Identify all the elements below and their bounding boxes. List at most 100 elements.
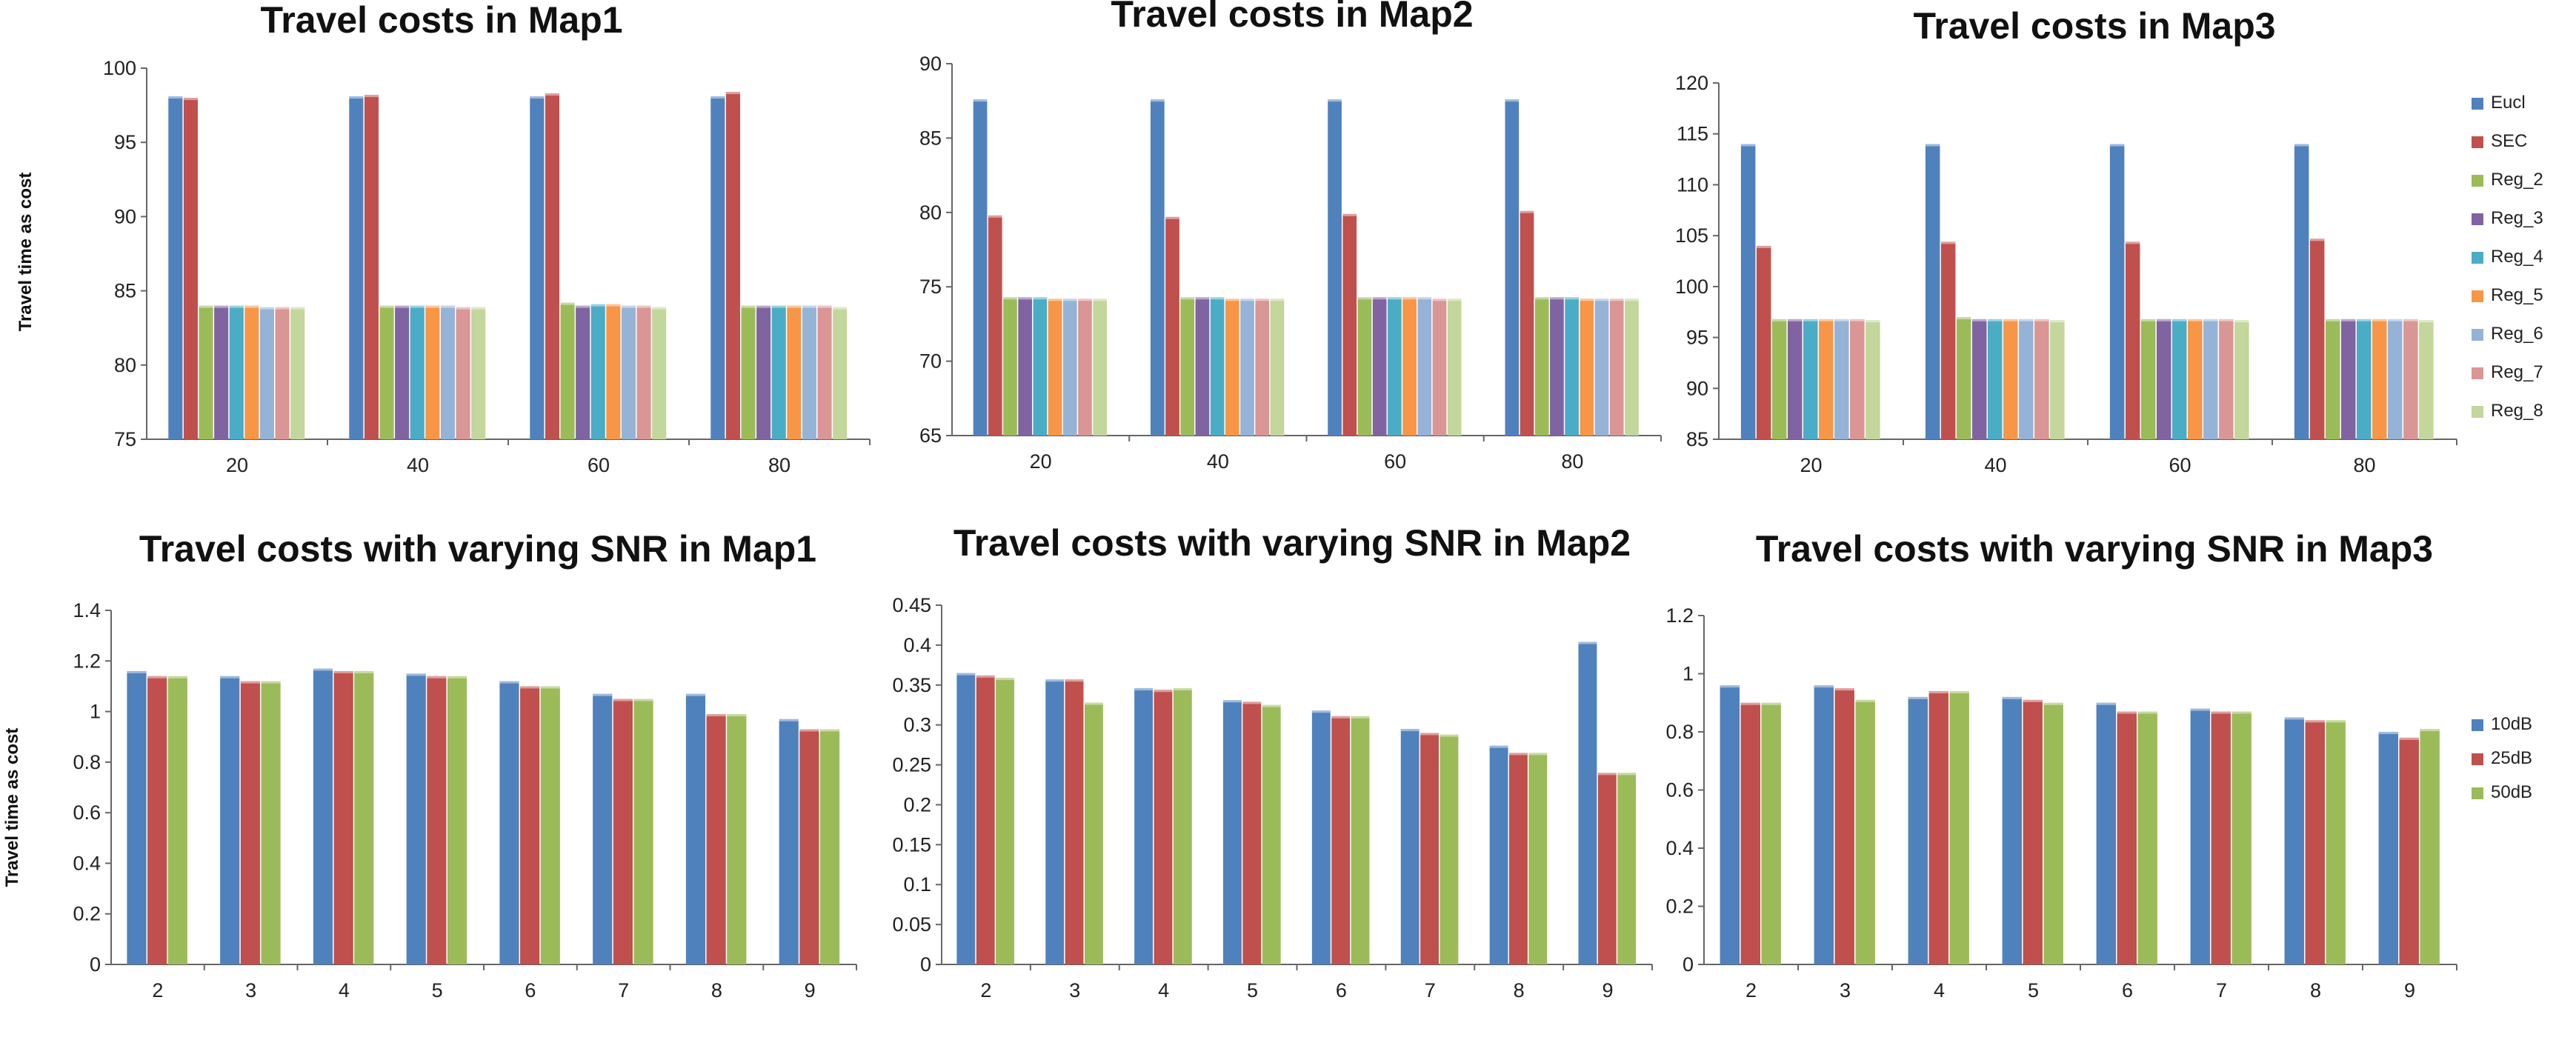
bar-reg-2-60 xyxy=(1357,297,1372,436)
bar-10db-2 xyxy=(956,673,976,964)
bar-10db-2 xyxy=(1720,685,1740,964)
x-tick-label: 3 xyxy=(1069,979,1080,1001)
bar-highlight xyxy=(1787,319,1803,321)
y-tick-label: 1 xyxy=(90,701,101,723)
bar-highlight xyxy=(1956,317,1971,320)
bar-highlight xyxy=(2234,320,2249,323)
y-axis-label-top: Travel time as cost xyxy=(16,173,36,332)
bar-highlight xyxy=(1400,729,1420,732)
bar-highlight xyxy=(1210,297,1225,300)
bar-10db-9 xyxy=(2378,732,2399,964)
y-tick-label: 0.8 xyxy=(1665,721,1694,743)
bar-highlight xyxy=(1949,691,1969,694)
bar-25db-6 xyxy=(520,686,540,964)
legend-label-reg-2: Reg_2 xyxy=(2491,170,2543,190)
bar-reg-5-60 xyxy=(2188,319,2203,439)
bar-10db-6 xyxy=(1311,710,1331,964)
bar-highlight xyxy=(2356,319,2372,321)
bar-highlight xyxy=(2388,319,2403,321)
bar-highlight xyxy=(1242,701,1262,704)
legend-top: Eucl SEC Reg_2 Reg_3 Reg_4 Reg_5 Reg_6 Reg_7 Reg… xyxy=(2472,93,2543,421)
bar-50db-7 xyxy=(2231,711,2251,964)
bar-reg-7-60 xyxy=(2219,319,2234,439)
bar-25db-3 xyxy=(1834,688,1854,965)
panel-map2: Travel costs in Map2 65 70 75 80 85 90 20 40 60 8… xyxy=(919,0,1662,473)
x-tick-label: 4 xyxy=(1158,979,1169,1001)
bar-sec-80 xyxy=(1520,210,1534,436)
bar-highlight xyxy=(1594,299,1609,301)
bar-highlight xyxy=(1625,299,1639,301)
bar-highlight xyxy=(471,307,486,310)
bar-highlight xyxy=(1045,679,1065,682)
bar-highlight xyxy=(560,302,575,305)
bar-highlight xyxy=(1528,753,1548,756)
panel-map3: Travel costs in Map3 85 90 95 100 105 110 115 1… xyxy=(1675,5,2457,476)
bar-highlight xyxy=(333,670,353,673)
bar-50db-7 xyxy=(1440,734,1459,964)
bar-highlight xyxy=(727,713,747,716)
bar-highlight xyxy=(1154,690,1173,693)
bar-highlight xyxy=(456,307,470,310)
bar-50db-3 xyxy=(261,681,281,964)
bar-highlight xyxy=(2305,720,2325,723)
chart-title-map1: Travel costs in Map1 xyxy=(260,0,622,41)
bar-reg-7-60 xyxy=(1432,299,1447,436)
bar-10db-3 xyxy=(220,676,240,964)
y-tick-label: 1.2 xyxy=(1665,604,1694,627)
bar-highlight xyxy=(1803,319,1818,321)
legend-label-reg-5: Reg_5 xyxy=(2491,285,2543,305)
bar-highlight xyxy=(1928,691,1948,694)
x-tick-label: 8 xyxy=(711,979,722,1001)
bar-reg-3-20 xyxy=(1018,297,1033,436)
bar-sec-20 xyxy=(1756,245,1771,439)
bar-highlight xyxy=(633,699,653,701)
bar-10db-7 xyxy=(1400,729,1420,964)
bar-highlight xyxy=(833,307,848,310)
bar-reg-2-60 xyxy=(560,302,575,439)
y-tick-label: 85 xyxy=(919,127,942,149)
bar-highlight xyxy=(2125,241,2140,244)
bar-highlight xyxy=(1165,216,1179,219)
bar-sec-20 xyxy=(183,98,198,439)
bar-highlight xyxy=(1489,745,1508,748)
x-tick-label: 3 xyxy=(1840,979,1851,1001)
bar-50db-9 xyxy=(1617,773,1637,964)
bar-eucl-20 xyxy=(168,96,183,439)
x-tick-label: 40 xyxy=(407,454,429,476)
y-tick-label: 0.15 xyxy=(892,833,931,856)
bar-25db-7 xyxy=(2211,711,2231,964)
bar-highlight xyxy=(590,304,605,307)
y-tick-label: 0.35 xyxy=(892,674,931,696)
bar-highlight xyxy=(606,304,621,307)
bar-highlight xyxy=(1225,299,1239,301)
bar-eucl-40 xyxy=(1925,144,1940,439)
bar-highlight xyxy=(1065,679,1084,682)
bar-25db-5 xyxy=(427,676,447,964)
bar-highlight xyxy=(1925,144,1940,147)
bar-highlight xyxy=(1255,299,1270,301)
chart-title-snr-map2: Travel costs with varying SNR in Map2 xyxy=(953,522,1631,564)
bar-highlight xyxy=(1388,297,1402,300)
bar-eucl-40 xyxy=(349,96,364,439)
y-tick-label: 75 xyxy=(114,428,136,450)
bar-highlight xyxy=(244,305,259,308)
bar-reg-3-40 xyxy=(1195,297,1210,436)
legend-swatch-reg-5 xyxy=(2472,290,2483,302)
bar-highlight xyxy=(2325,319,2340,321)
bar-highlight xyxy=(1331,716,1351,719)
plot-area-map3: 85 90 95 100 105 110 115 120 20 40 60 80 xyxy=(1675,72,2457,476)
bar-reg-6-40 xyxy=(440,305,456,439)
bar-sec-40 xyxy=(1165,216,1179,436)
x-tick-label: 20 xyxy=(226,454,248,476)
bar-highlight xyxy=(706,713,726,716)
bar-highlight xyxy=(540,686,560,689)
bar-50db-9 xyxy=(819,729,840,964)
y-tick-label: 70 xyxy=(919,350,942,373)
bar-reg-5-40 xyxy=(425,305,440,439)
bar-highlight xyxy=(168,96,183,99)
bar-reg-8-20 xyxy=(290,307,305,439)
bar-reg-7-80 xyxy=(2403,319,2418,439)
bar-reg-7-20 xyxy=(1078,299,1092,436)
x-tick-label: 8 xyxy=(1514,979,1525,1001)
